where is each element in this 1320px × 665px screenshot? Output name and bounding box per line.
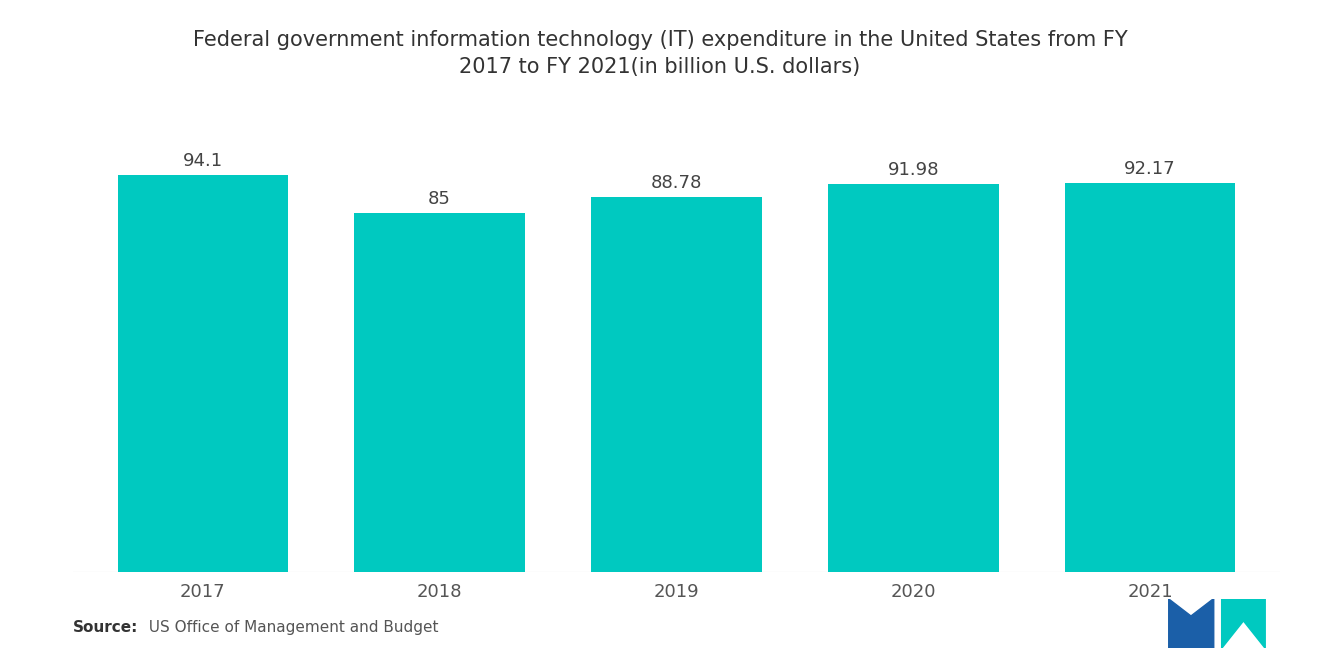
Text: 91.98: 91.98 <box>887 160 939 179</box>
Text: 94.1: 94.1 <box>182 152 223 170</box>
Text: 2017 to FY 2021(in billion U.S. dollars): 2017 to FY 2021(in billion U.S. dollars) <box>459 57 861 76</box>
Text: Federal government information technology (IT) expenditure in the United States : Federal government information technolog… <box>193 30 1127 50</box>
Text: 92.17: 92.17 <box>1125 160 1176 178</box>
Bar <box>828 184 999 572</box>
Text: US Office of Management and Budget: US Office of Management and Budget <box>139 620 438 635</box>
Text: Source:: Source: <box>73 620 139 635</box>
Polygon shape <box>1222 598 1265 648</box>
Bar <box>591 197 762 572</box>
Polygon shape <box>1168 598 1214 648</box>
Text: 88.78: 88.78 <box>651 174 702 192</box>
Bar <box>117 175 288 572</box>
Bar <box>355 213 525 572</box>
Text: 85: 85 <box>428 190 451 208</box>
Bar <box>1065 183 1236 572</box>
